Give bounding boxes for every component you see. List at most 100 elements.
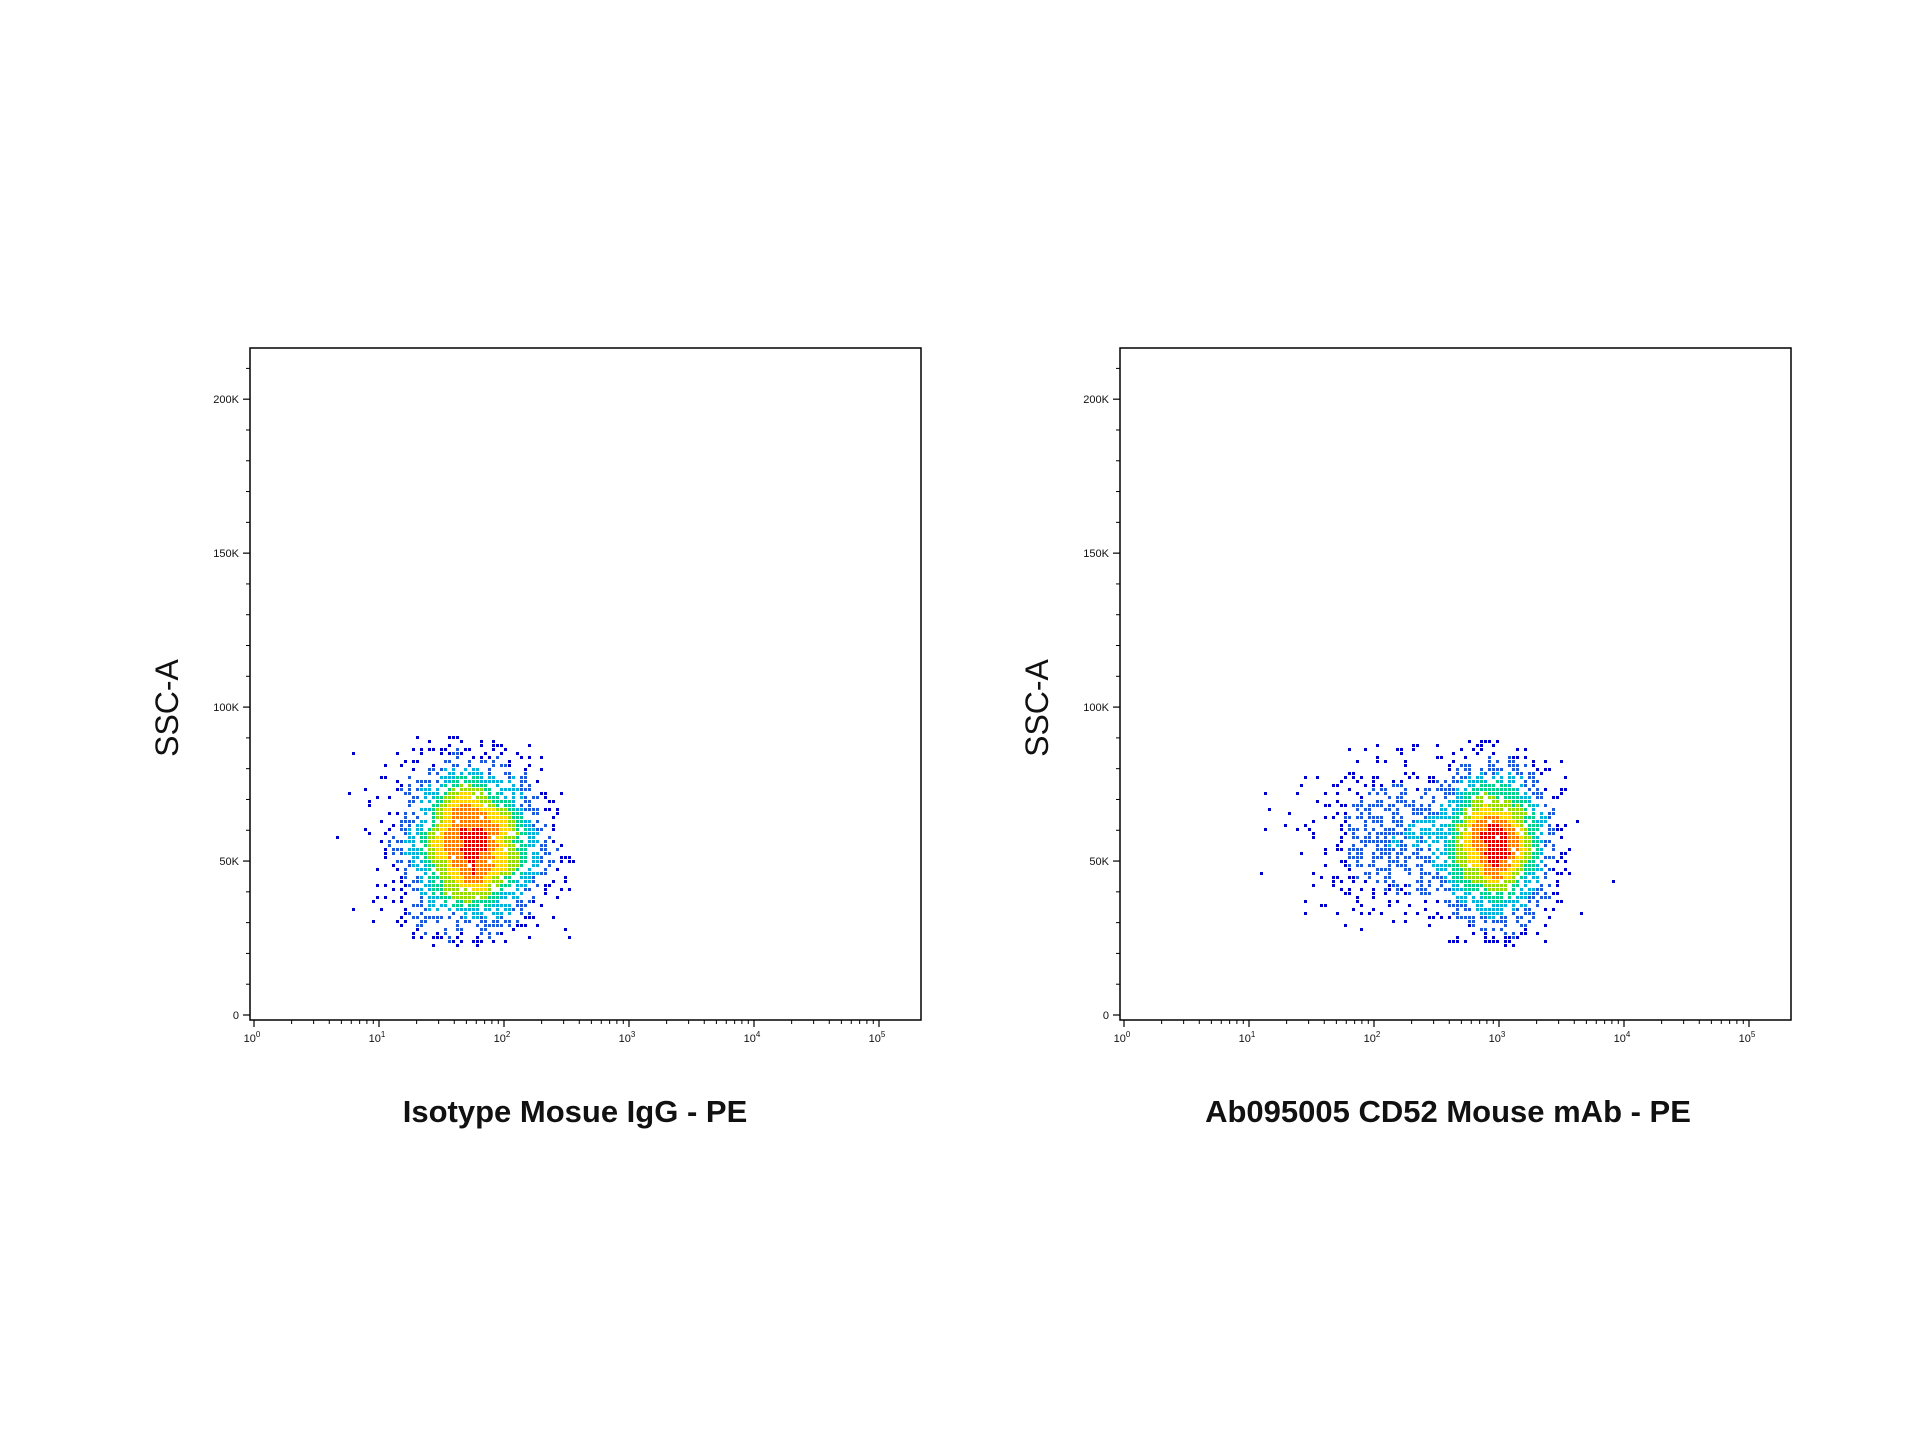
event-dot bbox=[436, 804, 439, 807]
event-dot bbox=[1464, 900, 1467, 903]
event-dot bbox=[1536, 856, 1539, 859]
event-dot bbox=[1332, 816, 1335, 819]
event-dot bbox=[1372, 908, 1375, 911]
event-dot bbox=[1496, 880, 1499, 883]
event-dot bbox=[372, 900, 375, 903]
event-dot bbox=[1552, 844, 1555, 847]
event-dot bbox=[488, 844, 491, 847]
event-dot bbox=[1428, 884, 1431, 887]
event-dot bbox=[1464, 832, 1467, 835]
event-dot bbox=[536, 808, 539, 811]
event-dot bbox=[1416, 852, 1419, 855]
event-dot bbox=[512, 908, 515, 911]
event-dot bbox=[1440, 864, 1443, 867]
event-dot bbox=[1348, 868, 1351, 871]
event-dot bbox=[520, 812, 523, 815]
event-dot bbox=[520, 804, 523, 807]
event-dot bbox=[1364, 828, 1367, 831]
event-dot bbox=[436, 868, 439, 871]
event-dot bbox=[1528, 848, 1531, 851]
event-dot bbox=[440, 880, 443, 883]
event-dot bbox=[1500, 824, 1503, 827]
event-dot bbox=[420, 868, 423, 871]
event-dot bbox=[1380, 848, 1383, 851]
event-dot bbox=[1388, 856, 1391, 859]
event-dot bbox=[1428, 832, 1431, 835]
event-dot bbox=[1500, 904, 1503, 907]
event-dot bbox=[1552, 828, 1555, 831]
event-dot bbox=[1372, 784, 1375, 787]
event-dot bbox=[468, 860, 471, 863]
event-dot bbox=[1468, 844, 1471, 847]
event-dot bbox=[396, 752, 399, 755]
event-dot bbox=[1388, 848, 1391, 851]
event-dot bbox=[1480, 820, 1483, 823]
event-dot bbox=[1528, 836, 1531, 839]
event-dot bbox=[1428, 816, 1431, 819]
event-dot bbox=[1552, 848, 1555, 851]
event-dot bbox=[1468, 840, 1471, 843]
event-dot bbox=[484, 836, 487, 839]
event-dot bbox=[496, 900, 499, 903]
event-dot bbox=[416, 848, 419, 851]
event-dot bbox=[1428, 780, 1431, 783]
event-dot bbox=[432, 844, 435, 847]
event-dot bbox=[1436, 832, 1439, 835]
event-dot bbox=[464, 916, 467, 919]
event-dot bbox=[1452, 824, 1455, 827]
event-dot bbox=[440, 856, 443, 859]
event-dot bbox=[448, 816, 451, 819]
event-dot bbox=[1552, 892, 1555, 895]
event-dot bbox=[1460, 808, 1463, 811]
event-dot bbox=[1532, 760, 1535, 763]
event-dot bbox=[1460, 836, 1463, 839]
event-dot bbox=[1460, 792, 1463, 795]
event-dot bbox=[440, 808, 443, 811]
event-dot bbox=[1376, 816, 1379, 819]
event-dot bbox=[492, 808, 495, 811]
event-dot bbox=[492, 828, 495, 831]
event-dot bbox=[512, 816, 515, 819]
event-dot bbox=[484, 876, 487, 879]
event-dot bbox=[1392, 828, 1395, 831]
event-dot bbox=[1480, 916, 1483, 919]
event-dot bbox=[444, 876, 447, 879]
event-dot bbox=[1468, 884, 1471, 887]
event-dot bbox=[424, 868, 427, 871]
event-dot bbox=[476, 780, 479, 783]
event-dot bbox=[1448, 852, 1451, 855]
event-dot bbox=[408, 852, 411, 855]
event-dot bbox=[1424, 860, 1427, 863]
event-dot bbox=[1532, 860, 1535, 863]
event-dot bbox=[468, 896, 471, 899]
event-dot bbox=[444, 880, 447, 883]
event-dot bbox=[1568, 872, 1571, 875]
event-dot bbox=[1424, 888, 1427, 891]
event-dot bbox=[1408, 824, 1411, 827]
event-dot bbox=[1424, 832, 1427, 835]
event-dot bbox=[1376, 844, 1379, 847]
event-dot bbox=[1360, 852, 1363, 855]
event-dot bbox=[1488, 888, 1491, 891]
event-dot bbox=[1520, 784, 1523, 787]
event-dot bbox=[488, 856, 491, 859]
event-dot bbox=[456, 824, 459, 827]
event-dot bbox=[1484, 832, 1487, 835]
event-dot bbox=[452, 880, 455, 883]
event-dot bbox=[444, 776, 447, 779]
event-dot bbox=[1504, 932, 1507, 935]
event-dot bbox=[452, 848, 455, 851]
event-dot bbox=[488, 788, 491, 791]
event-dot bbox=[1464, 820, 1467, 823]
event-dot bbox=[408, 828, 411, 831]
event-dot bbox=[488, 808, 491, 811]
event-dot bbox=[1548, 916, 1551, 919]
event-dot bbox=[1500, 832, 1503, 835]
event-dot bbox=[448, 824, 451, 827]
event-dot bbox=[464, 844, 467, 847]
event-dot bbox=[1384, 808, 1387, 811]
event-dot bbox=[528, 800, 531, 803]
event-dot bbox=[1488, 812, 1491, 815]
event-dot bbox=[532, 840, 535, 843]
event-dot bbox=[1504, 816, 1507, 819]
